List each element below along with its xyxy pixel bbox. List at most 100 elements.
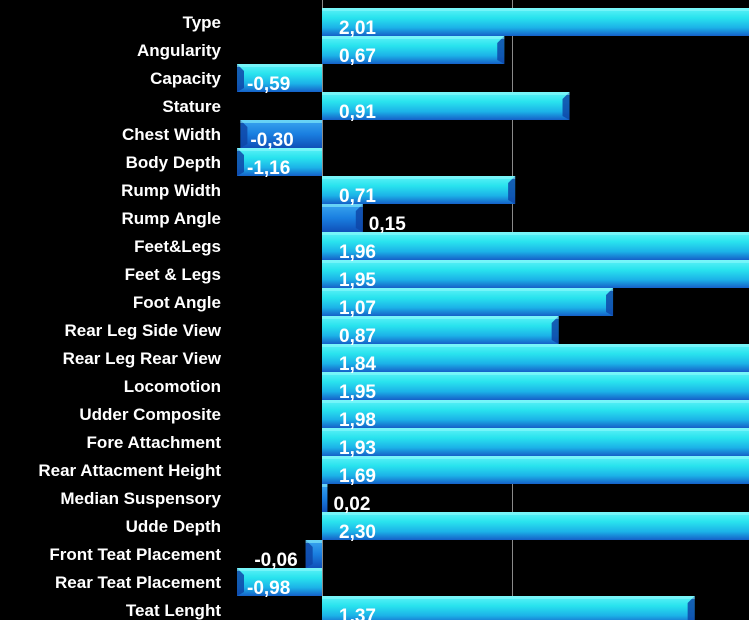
value-label: 1,07 bbox=[339, 298, 376, 319]
bar-highlight-15 bbox=[322, 428, 749, 431]
category-label: Rump Angle bbox=[122, 209, 221, 228]
bar-bevel-20 bbox=[237, 568, 244, 596]
bar-bevel-2 bbox=[237, 64, 244, 92]
value-label: 1,93 bbox=[339, 438, 376, 459]
category-label: Angularity bbox=[137, 41, 222, 60]
bar-2 bbox=[237, 64, 322, 92]
bar-8 bbox=[322, 232, 749, 260]
bar-11 bbox=[322, 316, 559, 344]
bar-highlight-9 bbox=[322, 260, 749, 263]
value-label: 1,37 bbox=[339, 606, 376, 620]
bar-highlight-11 bbox=[322, 316, 559, 319]
bar-5 bbox=[237, 148, 322, 176]
value-label: 0,91 bbox=[339, 102, 376, 123]
bar-highlight-12 bbox=[322, 344, 749, 347]
bar-highlight-4 bbox=[240, 120, 322, 123]
bar-bevel-21 bbox=[687, 596, 695, 620]
category-label: Udder Composite bbox=[79, 405, 221, 424]
category-label: Type bbox=[183, 13, 221, 32]
bar-16 bbox=[322, 456, 749, 484]
value-label: 0,15 bbox=[369, 214, 406, 235]
bars bbox=[237, 8, 749, 620]
category-label: Locomotion bbox=[124, 377, 221, 396]
category-label: Foot Angle bbox=[133, 293, 221, 312]
bar-15 bbox=[322, 428, 749, 456]
category-label: Rear Leg Side View bbox=[64, 321, 221, 340]
bar-highlight-2 bbox=[237, 64, 322, 67]
category-label: Body Depth bbox=[126, 153, 221, 172]
bar-bevel-11 bbox=[551, 316, 559, 344]
value-label: 1,69 bbox=[339, 466, 376, 487]
value-label: 1,84 bbox=[339, 354, 376, 375]
category-label: Feet&Legs bbox=[134, 237, 221, 256]
bar-highlight-19 bbox=[305, 540, 322, 543]
bar-bevel-6 bbox=[508, 176, 516, 204]
bar-highlight-7 bbox=[322, 204, 363, 207]
bar-10 bbox=[322, 288, 614, 316]
bar-9 bbox=[322, 260, 749, 288]
category-label: Capacity bbox=[150, 69, 221, 88]
bar-20 bbox=[237, 568, 322, 596]
bar-highlight-13 bbox=[322, 372, 749, 375]
category-label: Fore Attachment bbox=[87, 433, 222, 452]
bar-highlight-17 bbox=[322, 484, 328, 487]
bar-highlight-10 bbox=[322, 288, 614, 291]
bar-21 bbox=[322, 596, 695, 620]
value-label: -0,59 bbox=[247, 74, 290, 95]
bar-highlight-20 bbox=[237, 568, 322, 571]
bar-17 bbox=[322, 484, 328, 512]
bar-highlight-6 bbox=[322, 176, 516, 179]
value-label: -0,30 bbox=[250, 130, 293, 151]
bar-1 bbox=[322, 36, 505, 64]
bar-bevel-10 bbox=[606, 288, 614, 316]
category-label: Front Teat Placement bbox=[49, 545, 221, 564]
value-label: 1,95 bbox=[339, 382, 376, 403]
value-label: -1,16 bbox=[247, 158, 290, 179]
category-labels: Type Angularity Capacity Stature Chest Width… bbox=[38, 13, 221, 620]
bar-highlight-8 bbox=[322, 232, 749, 235]
category-label: Feet & Legs bbox=[125, 265, 221, 284]
bar-6 bbox=[322, 176, 516, 204]
value-label: 0,87 bbox=[339, 326, 376, 347]
category-label: Rear Attacment Height bbox=[38, 461, 221, 480]
category-label: Rump Width bbox=[121, 181, 221, 200]
category-label: Stature bbox=[162, 97, 221, 116]
bar-4 bbox=[240, 120, 322, 148]
bar-18 bbox=[322, 512, 749, 540]
bar-14 bbox=[322, 400, 749, 428]
bar-highlight-14 bbox=[322, 400, 749, 403]
category-label: Udde Depth bbox=[126, 517, 221, 536]
value-label: 2,30 bbox=[339, 522, 376, 543]
bar-13 bbox=[322, 372, 749, 400]
category-label: Rear Leg Rear View bbox=[63, 349, 222, 368]
value-label: 0,67 bbox=[339, 46, 376, 67]
value-label: 1,96 bbox=[339, 242, 376, 263]
bar-bevel-3 bbox=[562, 92, 570, 120]
value-label: 1,98 bbox=[339, 410, 376, 431]
category-label: Chest Width bbox=[122, 125, 221, 144]
bar-12 bbox=[322, 344, 749, 372]
bar-bevel-5 bbox=[237, 148, 244, 176]
bar-highlight-21 bbox=[322, 596, 695, 599]
bar-bevel-7 bbox=[355, 204, 363, 232]
value-label: 1,95 bbox=[339, 270, 376, 291]
bar-0 bbox=[322, 8, 749, 36]
bar-highlight-5 bbox=[237, 148, 322, 151]
value-labels: 2,01 0,67 -0,59 0,91 -0,30 -1,16 0,71 0,15 1,96 1… bbox=[247, 18, 406, 620]
category-label: Teat Lenght bbox=[126, 601, 221, 620]
category-label: Rear Teat Placement bbox=[55, 573, 221, 592]
category-label: Median Suspensory bbox=[60, 489, 221, 508]
bar-highlight-16 bbox=[322, 456, 749, 459]
bar-highlight-3 bbox=[322, 92, 570, 95]
bar-bevel-19 bbox=[305, 540, 313, 568]
bar-highlight-1 bbox=[322, 36, 505, 39]
value-label: -0,06 bbox=[254, 550, 297, 571]
value-label: -0,98 bbox=[247, 578, 290, 599]
bar-3 bbox=[322, 92, 570, 120]
value-label: 2,01 bbox=[339, 18, 376, 39]
bar-highlight-18 bbox=[322, 512, 749, 515]
value-label: 0,71 bbox=[339, 186, 376, 207]
value-label: 0,02 bbox=[333, 494, 370, 515]
bar-highlight-0 bbox=[322, 8, 749, 11]
